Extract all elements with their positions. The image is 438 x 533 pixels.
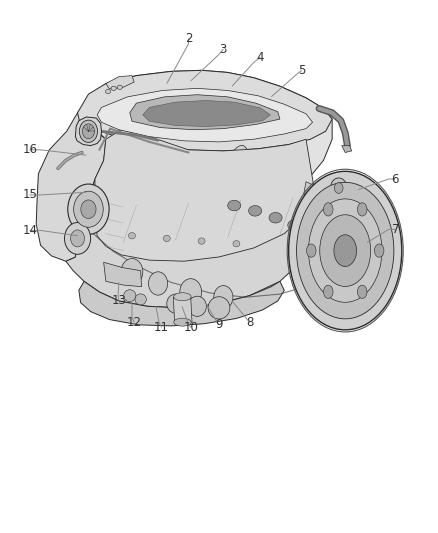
Ellipse shape (124, 290, 136, 302)
Ellipse shape (228, 200, 241, 211)
Ellipse shape (180, 279, 201, 305)
Ellipse shape (289, 171, 402, 330)
Ellipse shape (68, 184, 109, 235)
Ellipse shape (334, 183, 343, 193)
Ellipse shape (81, 200, 96, 219)
Text: 7: 7 (392, 223, 399, 236)
Ellipse shape (148, 272, 168, 295)
Text: 10: 10 (183, 321, 198, 334)
Text: 12: 12 (127, 316, 141, 329)
Polygon shape (78, 70, 332, 151)
Polygon shape (342, 146, 352, 152)
Polygon shape (173, 297, 192, 322)
Text: 14: 14 (22, 224, 37, 237)
Text: 13: 13 (111, 294, 126, 308)
Ellipse shape (374, 244, 384, 257)
Ellipse shape (288, 220, 301, 230)
Ellipse shape (198, 238, 205, 244)
Ellipse shape (357, 203, 367, 216)
Ellipse shape (357, 285, 367, 298)
Ellipse shape (288, 167, 311, 223)
Ellipse shape (64, 222, 91, 254)
Polygon shape (79, 281, 284, 326)
Ellipse shape (269, 213, 282, 223)
Text: 3: 3 (220, 43, 227, 55)
Ellipse shape (128, 232, 135, 239)
Ellipse shape (79, 120, 98, 142)
Text: 16: 16 (22, 143, 37, 156)
Text: 11: 11 (154, 321, 169, 334)
Ellipse shape (330, 178, 347, 198)
Polygon shape (75, 117, 102, 146)
Ellipse shape (71, 230, 85, 247)
Ellipse shape (82, 124, 95, 139)
Ellipse shape (163, 235, 170, 241)
Ellipse shape (208, 297, 230, 319)
Ellipse shape (174, 318, 191, 326)
Text: 15: 15 (22, 189, 37, 201)
Polygon shape (36, 113, 106, 261)
Ellipse shape (323, 285, 333, 298)
Polygon shape (78, 70, 332, 245)
Ellipse shape (320, 215, 371, 286)
Text: 6: 6 (392, 173, 399, 185)
Ellipse shape (214, 286, 233, 309)
Ellipse shape (135, 294, 146, 305)
Ellipse shape (233, 240, 240, 247)
Polygon shape (104, 262, 141, 287)
Polygon shape (66, 160, 319, 308)
Ellipse shape (111, 86, 116, 91)
Ellipse shape (188, 296, 206, 317)
Ellipse shape (174, 293, 191, 301)
Text: 2: 2 (185, 32, 192, 45)
Ellipse shape (268, 157, 293, 215)
Text: 9: 9 (215, 318, 223, 332)
Text: 5: 5 (298, 64, 305, 77)
Polygon shape (95, 130, 315, 261)
Polygon shape (106, 76, 134, 89)
Ellipse shape (117, 85, 122, 90)
Ellipse shape (307, 244, 316, 257)
Text: 8: 8 (246, 316, 253, 329)
Ellipse shape (167, 294, 184, 313)
Polygon shape (302, 182, 327, 256)
Text: 4: 4 (257, 51, 264, 63)
Ellipse shape (323, 203, 333, 216)
Ellipse shape (334, 235, 357, 266)
Ellipse shape (74, 191, 103, 227)
Ellipse shape (245, 149, 271, 209)
Polygon shape (143, 101, 270, 126)
Ellipse shape (297, 182, 394, 319)
Ellipse shape (308, 199, 382, 302)
Polygon shape (130, 95, 280, 130)
Ellipse shape (249, 206, 261, 216)
Ellipse shape (106, 90, 111, 94)
Ellipse shape (121, 259, 143, 285)
Ellipse shape (223, 146, 250, 207)
Polygon shape (97, 88, 313, 142)
